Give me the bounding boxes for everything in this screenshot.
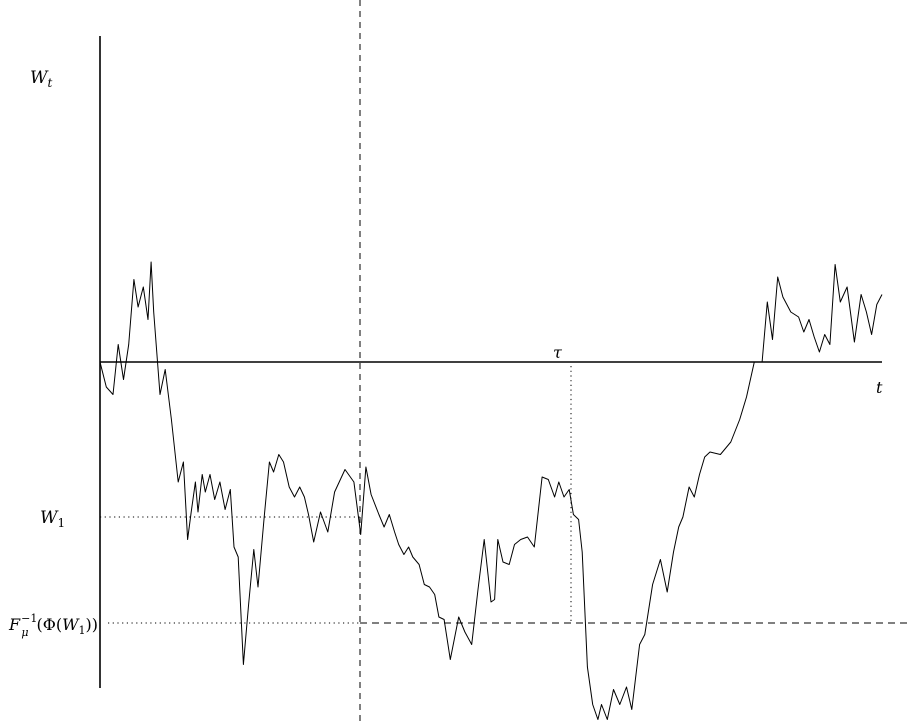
tau-label: τ [553, 343, 563, 362]
brownian-path-line [99, 261, 883, 720]
w1-label: W1 [40, 508, 65, 530]
quantile-label: F−1 μ (Φ(W1)) [8, 612, 98, 639]
y-axis-label: Wt [30, 68, 52, 90]
x-axis-label: t [876, 378, 883, 397]
